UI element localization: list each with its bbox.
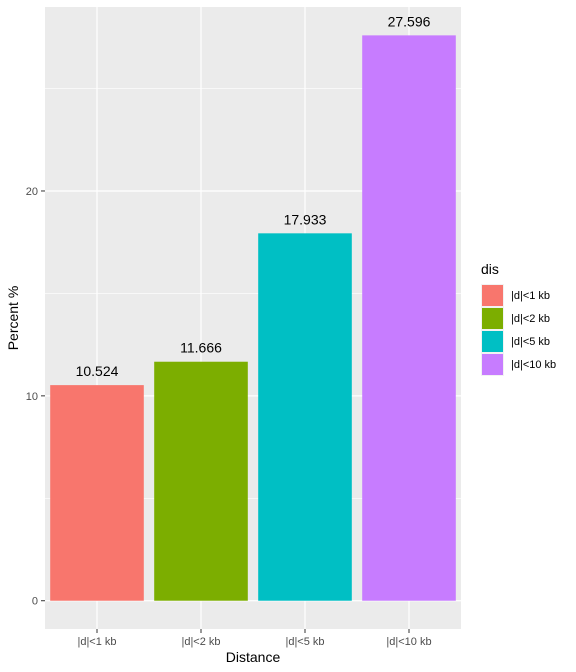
data-label-1: 10.524 bbox=[76, 363, 119, 379]
x-tick-label: |d|<2 kb bbox=[181, 636, 220, 648]
legend-key-4 bbox=[482, 354, 503, 375]
y-axis-title: Percent % bbox=[5, 286, 21, 351]
x-tick-label: |d|<5 kb bbox=[285, 636, 324, 648]
bars bbox=[50, 35, 456, 601]
legend: dis |d|<1 kb |d|<2 kb |d|<5 kb |d|<10 kb bbox=[481, 261, 556, 376]
x-axis: |d|<1 kb |d|<2 kb |d|<5 kb |d|<10 kb bbox=[77, 629, 432, 648]
x-tick-label: |d|<10 kb bbox=[386, 636, 431, 648]
legend-label-2: |d|<2 kb bbox=[511, 313, 550, 325]
bar-3 bbox=[258, 233, 352, 601]
legend-key-1 bbox=[482, 285, 503, 306]
bar-2 bbox=[154, 361, 248, 601]
legend-title: dis bbox=[481, 261, 499, 277]
data-label-4: 27.596 bbox=[388, 13, 431, 29]
y-axis: 0 10 20 bbox=[26, 186, 45, 608]
legend-key-2 bbox=[482, 308, 503, 329]
bar-1 bbox=[50, 385, 144, 601]
legend-label-1: |d|<1 kb bbox=[511, 290, 550, 302]
x-axis-title: Distance bbox=[226, 649, 281, 665]
x-tick-label: |d|<1 kb bbox=[77, 636, 116, 648]
y-tick-label: 10 bbox=[26, 391, 38, 403]
data-label-3: 17.933 bbox=[284, 211, 327, 227]
bar-4 bbox=[362, 35, 456, 601]
y-tick-label: 20 bbox=[26, 186, 38, 198]
data-label-2: 11.666 bbox=[180, 340, 222, 356]
legend-label-3: |d|<5 kb bbox=[511, 336, 550, 348]
legend-key-3 bbox=[482, 331, 503, 352]
legend-label-4: |d|<10 kb bbox=[511, 359, 556, 371]
data-labels: 10.524 11.666 17.933 27.596 bbox=[76, 13, 431, 379]
y-tick-label: 0 bbox=[32, 596, 38, 608]
